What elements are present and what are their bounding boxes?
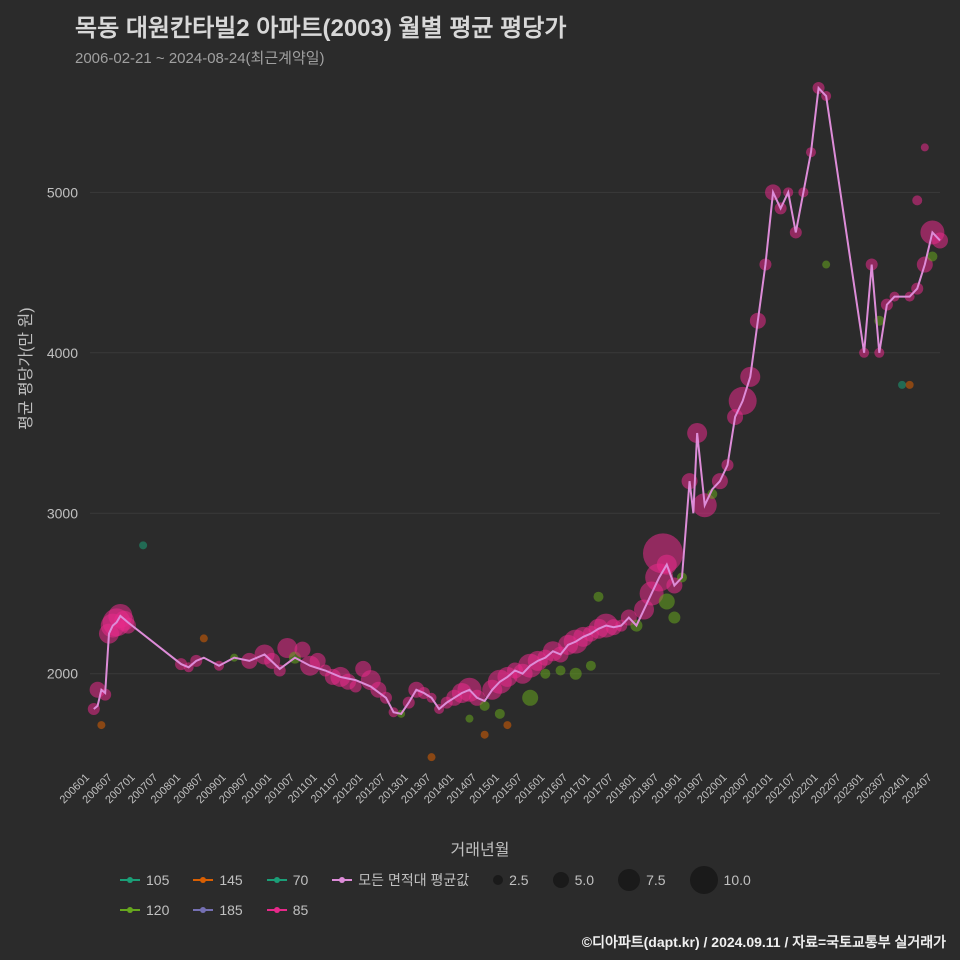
data-point [822, 261, 830, 269]
footer-credit: ©디아파트(dapt.kr) / 2024.09.11 / 자료=국토교통부 실… [582, 932, 946, 952]
y-tick-label: 4000 [47, 345, 78, 361]
legend-series-item: 모든 면적대 평균값 [332, 870, 469, 890]
legend-series-item: 70 [267, 872, 309, 888]
legend-size-item: 10.0 [690, 866, 751, 894]
legend-label: 모든 면적대 평균값 [358, 870, 469, 890]
data-point [912, 195, 922, 205]
data-point [481, 731, 489, 739]
data-point [139, 541, 147, 549]
data-point [586, 661, 596, 671]
legend-label: 185 [219, 902, 242, 918]
legend-label: 105 [146, 872, 169, 888]
legend-size-label: 7.5 [646, 872, 665, 888]
y-tick-label: 3000 [47, 505, 78, 521]
legend-swatch [193, 879, 213, 881]
legend-size-item: 7.5 [618, 869, 665, 891]
data-point [200, 634, 208, 642]
legend-swatch [267, 879, 287, 881]
legend-swatch [267, 909, 287, 911]
legend-label: 70 [293, 872, 309, 888]
legend-series-item: 185 [193, 902, 242, 918]
data-point [495, 709, 505, 719]
legend-size-circle [690, 866, 718, 894]
legend-series-item: 105 [120, 872, 169, 888]
data-point [906, 381, 914, 389]
x-axis-label: 거래년월 [451, 836, 510, 860]
data-point [428, 753, 436, 761]
data-point [295, 642, 311, 658]
legend-series-item: 85 [267, 902, 309, 918]
data-point [465, 715, 473, 723]
legend-size-circle [618, 869, 640, 891]
data-point [522, 690, 538, 706]
data-point [556, 666, 566, 676]
legend-size-item: 2.5 [493, 872, 528, 888]
data-point [927, 252, 937, 262]
legend-swatch [332, 879, 352, 881]
legend-size-label: 10.0 [724, 872, 751, 888]
legend-series-item: 120 [120, 902, 169, 918]
data-point [898, 381, 906, 389]
legend-swatch [193, 909, 213, 911]
legend-swatch [120, 879, 140, 881]
y-tick-label: 2000 [47, 666, 78, 682]
data-point [659, 594, 675, 610]
legend-size-item: 5.0 [553, 872, 594, 888]
data-point [668, 612, 680, 624]
legend-size-circle [493, 875, 503, 885]
legend-label: 120 [146, 902, 169, 918]
data-point [503, 721, 511, 729]
data-point [570, 668, 582, 680]
data-point [480, 701, 490, 711]
legend-size-circle [553, 872, 569, 888]
y-tick-label: 5000 [47, 184, 78, 200]
data-point [97, 721, 105, 729]
legend-size-label: 2.5 [509, 872, 528, 888]
legend-size-label: 5.0 [575, 872, 594, 888]
legend-label: 145 [219, 872, 242, 888]
legend-swatch [120, 909, 140, 911]
legend-label: 85 [293, 902, 309, 918]
legend-series-item: 145 [193, 872, 242, 888]
data-point [593, 592, 603, 602]
data-point [540, 669, 550, 679]
avg-line [94, 88, 940, 714]
legend: 105 145 70 모든 면적대 평균값 2.5 5.0 7.5 10.0 120 185 85 [120, 866, 920, 918]
data-point [921, 143, 929, 151]
chart-plot: 2000300040005000200601200607200701200707… [0, 0, 960, 960]
